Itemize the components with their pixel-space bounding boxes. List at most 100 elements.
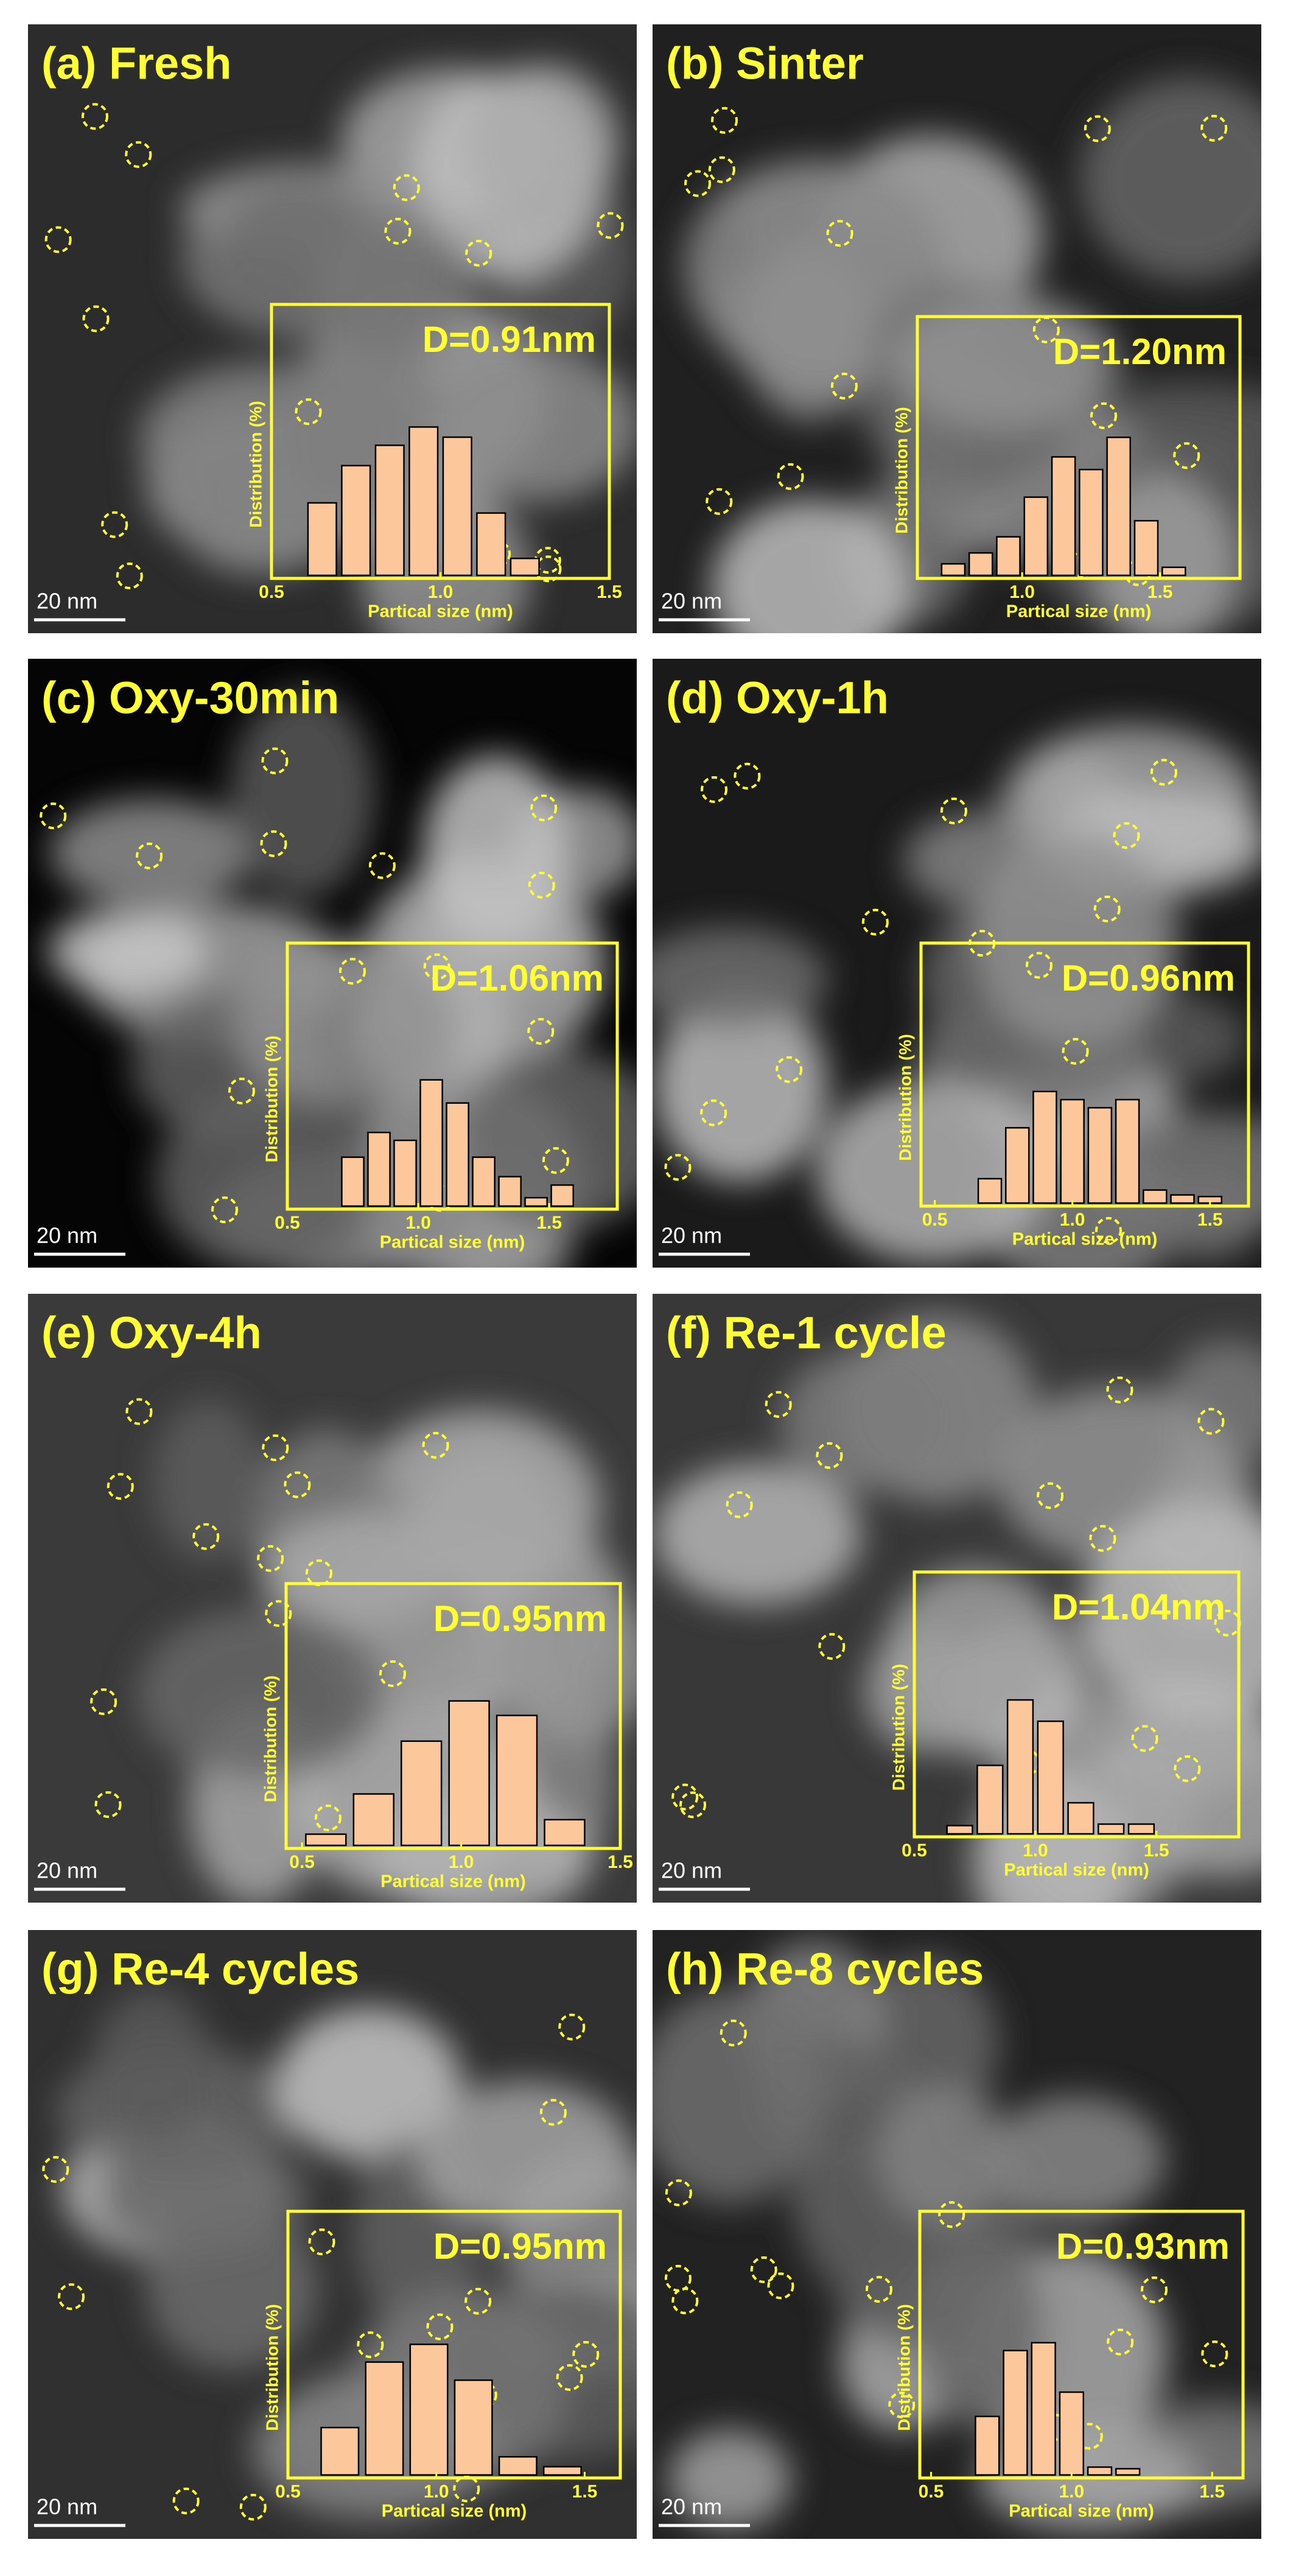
micrograph bbox=[653, 1294, 1261, 1903]
particle bbox=[1082, 1502, 1261, 1719]
panel: (d) Oxy-1h 20 nm D=0.96nm 0.5 1.0 1.5 Partical… bbox=[653, 659, 1261, 1268]
particle-marker bbox=[1037, 1482, 1064, 1509]
particle-marker bbox=[1090, 402, 1118, 429]
particle-marker bbox=[776, 1056, 803, 1083]
particle-marker bbox=[465, 239, 492, 267]
particle bbox=[137, 1608, 386, 1780]
particle-marker bbox=[720, 2020, 747, 2047]
x-tick-label: 1.5 bbox=[608, 1852, 633, 1872]
bar bbox=[1059, 2391, 1084, 2476]
bar bbox=[1004, 1127, 1030, 1204]
particle-marker bbox=[172, 2487, 200, 2515]
particle-marker bbox=[1200, 114, 1228, 142]
inset-frame bbox=[286, 2209, 622, 2480]
mean-size-label: D=1.04nm bbox=[1052, 1587, 1225, 1627]
particle bbox=[711, 499, 911, 633]
particle-marker bbox=[542, 1147, 569, 1174]
scale-bar-label: 20 nm bbox=[37, 589, 97, 614]
particle-marker bbox=[265, 1600, 292, 1627]
bar bbox=[367, 1131, 391, 1207]
particle-marker bbox=[558, 2013, 586, 2041]
particle-marker bbox=[664, 1154, 692, 1181]
bar bbox=[968, 552, 993, 577]
particle-marker bbox=[665, 2179, 692, 2206]
particles bbox=[654, 1313, 1261, 1903]
bar bbox=[1060, 1098, 1085, 1204]
particle-marker bbox=[261, 747, 289, 774]
particle-marker bbox=[671, 1783, 699, 1811]
bar bbox=[975, 2415, 1000, 2476]
particle bbox=[262, 1513, 451, 1631]
bar bbox=[1003, 2350, 1028, 2476]
particle-marker bbox=[211, 1196, 239, 1224]
inset-frame bbox=[284, 1582, 622, 1850]
particle bbox=[987, 2096, 1166, 2223]
bar bbox=[448, 1700, 490, 1847]
bar bbox=[320, 2426, 360, 2476]
particle bbox=[416, 2081, 632, 2230]
x-tick-label: 1.0 bbox=[405, 1213, 431, 1233]
particle-marker bbox=[308, 2228, 335, 2256]
particle bbox=[1079, 77, 1261, 282]
particle-marker bbox=[379, 1660, 407, 1688]
particle-marker bbox=[44, 226, 72, 253]
particle bbox=[654, 1463, 861, 1606]
particle bbox=[466, 64, 620, 225]
scale-bar-label: 20 nm bbox=[661, 2494, 722, 2519]
particle-marker bbox=[262, 1434, 289, 1462]
particle-marker bbox=[528, 871, 555, 899]
particle-marker bbox=[679, 1791, 707, 1819]
particle-marker bbox=[464, 2287, 492, 2315]
x-tick-label: 1.5 bbox=[1199, 2482, 1225, 2502]
panel-title: (a) Fresh bbox=[41, 38, 232, 89]
particle bbox=[155, 1087, 377, 1268]
particle-marker bbox=[107, 1473, 134, 1500]
x-tick-label: 0.5 bbox=[902, 1841, 927, 1861]
bar bbox=[1143, 1189, 1168, 1204]
particle-marker bbox=[295, 398, 322, 426]
particle-marker bbox=[40, 802, 67, 830]
particle-marker bbox=[1095, 1216, 1122, 1244]
bar bbox=[476, 512, 506, 577]
bar bbox=[307, 502, 337, 577]
particle bbox=[233, 939, 457, 1114]
micrograph bbox=[653, 659, 1261, 1268]
bar bbox=[409, 2343, 449, 2476]
particle-marker bbox=[1174, 1755, 1201, 1783]
bar bbox=[542, 2466, 582, 2476]
particle-marker bbox=[734, 762, 761, 790]
particle-marker bbox=[422, 1431, 449, 1459]
particle-marker bbox=[1113, 822, 1140, 849]
particle-marker bbox=[1201, 2340, 1228, 2368]
bar bbox=[1170, 1194, 1195, 1204]
x-tick-label: 0.5 bbox=[275, 2482, 301, 2502]
mean-size-label: D=0.95nm bbox=[433, 1598, 607, 1639]
x-tick-label: 1.0 bbox=[1060, 1210, 1085, 1230]
particle-marker bbox=[94, 1791, 122, 1819]
particle-marker bbox=[357, 2331, 384, 2359]
bar bbox=[510, 557, 540, 577]
x-tick-label: 1.5 bbox=[1144, 1841, 1169, 1861]
scale-bar-label: 20 nm bbox=[661, 589, 722, 614]
x-tick-label: 0.5 bbox=[289, 1852, 315, 1872]
bar bbox=[1115, 1098, 1140, 1204]
inset-frame bbox=[918, 2209, 1245, 2480]
particle bbox=[145, 2205, 320, 2370]
mean-size-label: D=0.96nm bbox=[1062, 958, 1235, 998]
bar bbox=[1079, 468, 1104, 577]
bar bbox=[976, 1764, 1004, 1835]
particle bbox=[668, 2429, 791, 2530]
y-axis-label: Distribution (%) bbox=[895, 1034, 914, 1160]
micrograph bbox=[653, 24, 1261, 633]
particle bbox=[742, 246, 878, 421]
particle-marker bbox=[530, 795, 558, 822]
y-axis-label: Distribution (%) bbox=[262, 2304, 281, 2430]
bar bbox=[305, 1833, 347, 1847]
particle bbox=[311, 217, 474, 356]
bar bbox=[996, 536, 1021, 577]
inset-frame bbox=[919, 941, 1250, 1208]
particle-marker bbox=[767, 2272, 794, 2300]
particles bbox=[683, 77, 1261, 633]
particle-marker bbox=[1150, 759, 1177, 786]
